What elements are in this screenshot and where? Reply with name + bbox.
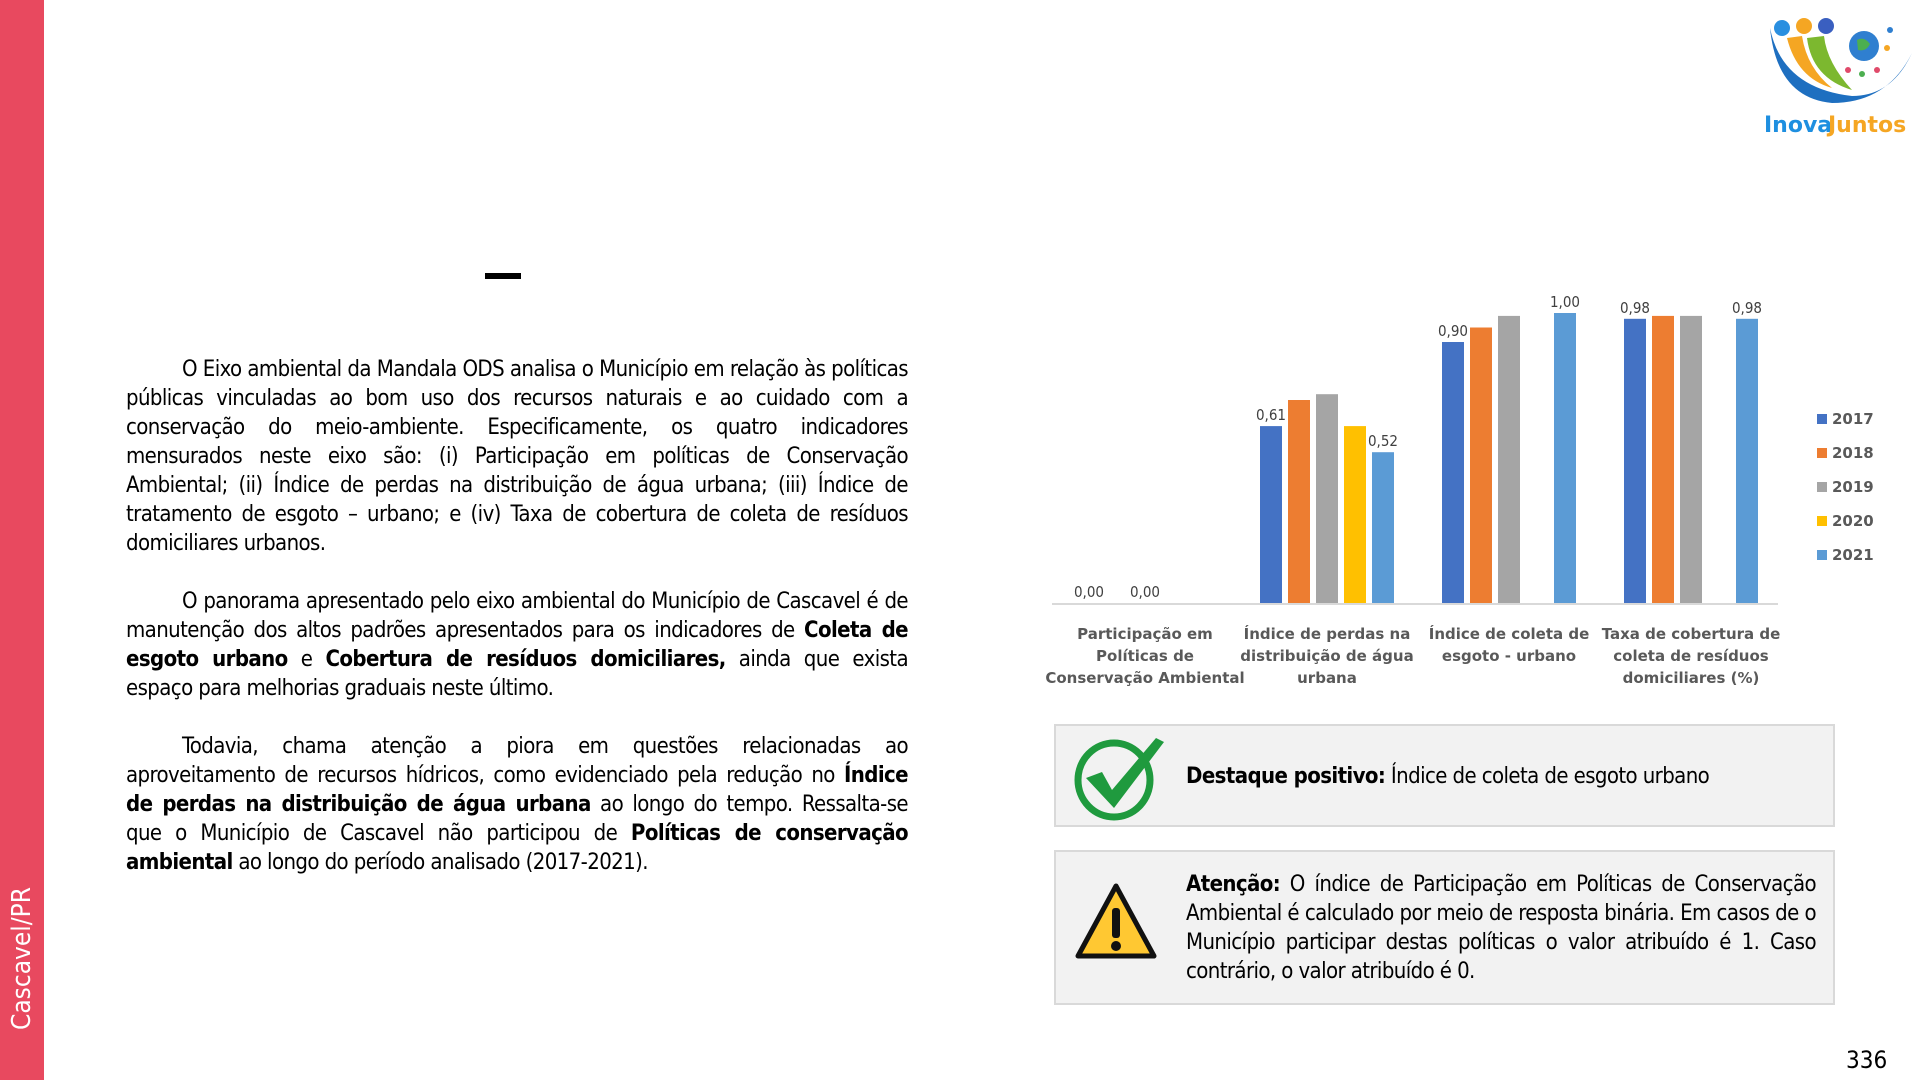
category-label: Participação em: [1077, 625, 1213, 643]
bar-2018-2: [1288, 400, 1310, 603]
positive-highlight-box: Destaque positivo: Índice de coleta de e…: [1054, 724, 1835, 827]
data-label: 0,00: [1130, 583, 1160, 601]
category-label: Índice de perdas na: [1244, 624, 1411, 643]
paragraph-2: O panorama apresentado pelo eixo ambient…: [126, 589, 909, 701]
bar-2018-3: [1470, 327, 1492, 603]
legend-label-2020: 2020: [1832, 512, 1874, 530]
data-label: 0,98: [1732, 299, 1762, 317]
bar-2021-3: [1554, 313, 1576, 603]
bar-2020-2: [1344, 426, 1366, 603]
bar-2019-3: [1498, 315, 1520, 603]
check-circle-icon: [1074, 738, 1164, 821]
legend-label-2018: 2018: [1832, 444, 1874, 462]
attention-text: Atenção: O índice de Participação em Pol…: [1186, 872, 1817, 984]
legend-label-2017: 2017: [1832, 410, 1874, 428]
legend-label-2019: 2019: [1832, 478, 1874, 496]
paragraph-3: Todavia, chama atenção a piora em questõ…: [126, 734, 909, 875]
svg-text:Juntos: Juntos: [1826, 113, 1906, 138]
data-label: 0,52: [1368, 432, 1398, 450]
attention-box: Atenção: O índice de Participação em Pol…: [1054, 850, 1835, 1005]
category-label: Índice de coleta de: [1429, 624, 1590, 643]
bar-2019-4: [1680, 315, 1702, 603]
data-label: 0,00: [1074, 583, 1104, 601]
category-label: domiciliares (%): [1623, 669, 1760, 687]
legend-swatch-2018: [1817, 448, 1827, 458]
bar-chart: 0,00 0,00 Participação em Políticas de Conse…: [1045, 293, 1874, 687]
category-label: urbana: [1297, 669, 1357, 687]
legend-swatch-2017: [1817, 414, 1827, 424]
municipality-label: Cascavel/PR: [7, 886, 37, 1030]
positive-highlight-text: Destaque positivo: Índice de coleta de e…: [1186, 764, 1710, 789]
inovajuntos-logo: Inova Juntos: [1764, 18, 1912, 138]
data-label: 0,98: [1620, 299, 1650, 317]
legend-swatch-2019: [1817, 482, 1827, 492]
category-label: Taxa de cobertura de: [1602, 625, 1781, 643]
page-number: 336: [1846, 1046, 1888, 1074]
svg-text:Inova: Inova: [1764, 113, 1832, 138]
legend-label-2021: 2021: [1832, 546, 1874, 564]
category-label: Políticas de: [1096, 647, 1194, 665]
bar-2021-4: [1736, 318, 1758, 603]
bar-2018-4: [1652, 315, 1674, 603]
category-label: distribuição de água: [1240, 647, 1413, 665]
legend-swatch-2021: [1817, 550, 1827, 560]
paragraph-1: O Eixo ambiental da Mandala ODS analisa …: [126, 357, 909, 556]
sidebar: Cascavel/PR: [0, 0, 44, 1080]
category-label: esgoto - urbano: [1442, 647, 1576, 665]
title-dash: [485, 273, 521, 279]
body-text: O Eixo ambiental da Mandala ODS analisa …: [126, 355, 909, 906]
data-label: 0,90: [1438, 322, 1468, 340]
bar-2021-2: [1372, 452, 1394, 603]
bar-2017-4: [1624, 318, 1646, 603]
data-label: 0,61: [1256, 406, 1286, 424]
bar-2019-2: [1316, 394, 1338, 603]
category-label: coleta de resíduos: [1613, 647, 1769, 665]
data-label: 1,00: [1550, 293, 1580, 311]
legend-swatch-2020: [1817, 516, 1827, 526]
warning-icon: [1075, 883, 1157, 959]
category-label: Conservação Ambiental: [1045, 669, 1244, 687]
bar-2017-2: [1260, 426, 1282, 603]
bar-2017-3: [1442, 342, 1464, 603]
